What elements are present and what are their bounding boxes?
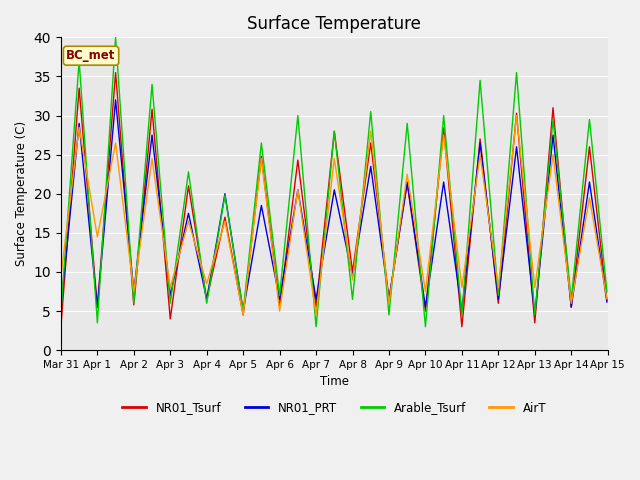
Text: BC_met: BC_met [67,49,116,62]
Arable_Tsurf [402,136,410,142]
AirT [401,188,409,193]
Arable_Tsurf [112,35,120,40]
AirT [207,265,215,271]
Line: AirT: AirT [61,116,607,315]
NR01_Tsurf [417,276,425,282]
Arable_Tsurf [418,281,426,287]
NR01_Tsurf [124,225,132,230]
AirT [603,296,611,302]
Line: Arable_Tsurf: Arable_Tsurf [61,37,607,327]
AirT [239,312,247,318]
NR01_PRT [179,234,187,240]
NR01_Tsurf [112,70,120,75]
NR01_Tsurf [208,273,216,278]
NR01_Tsurf [67,194,75,200]
AirT [123,233,131,239]
Legend: NR01_Tsurf, NR01_PRT, Arable_Tsurf, AirT: NR01_Tsurf, NR01_PRT, Arable_Tsurf, AirT [118,397,551,419]
Line: NR01_Tsurf: NR01_Tsurf [61,72,607,327]
NR01_Tsurf [401,195,409,201]
AirT [67,192,75,198]
Arable_Tsurf [603,289,611,295]
NR01_PRT [417,273,425,279]
X-axis label: Time: Time [320,375,349,388]
Y-axis label: Surface Temperature (C): Surface Temperature (C) [15,121,28,266]
Title: Surface Temperature: Surface Temperature [247,15,421,33]
AirT [57,273,65,279]
NR01_PRT [531,312,539,318]
NR01_PRT [67,205,75,211]
NR01_PRT [208,266,216,272]
NR01_Tsurf [603,298,611,303]
NR01_PRT [57,304,65,310]
AirT [417,259,425,265]
AirT [179,240,186,246]
NR01_PRT [124,225,132,230]
Arable_Tsurf [179,207,187,213]
NR01_Tsurf [179,222,187,228]
Line: NR01_PRT: NR01_PRT [61,100,607,315]
Arable_Tsurf [312,324,320,330]
NR01_PRT [603,299,611,305]
NR01_PRT [401,194,409,200]
NR01_PRT [112,97,120,103]
Arable_Tsurf [208,269,216,275]
AirT [513,113,520,119]
Arable_Tsurf [57,308,65,314]
NR01_Tsurf [57,324,65,330]
Arable_Tsurf [67,173,75,179]
Arable_Tsurf [124,212,132,217]
